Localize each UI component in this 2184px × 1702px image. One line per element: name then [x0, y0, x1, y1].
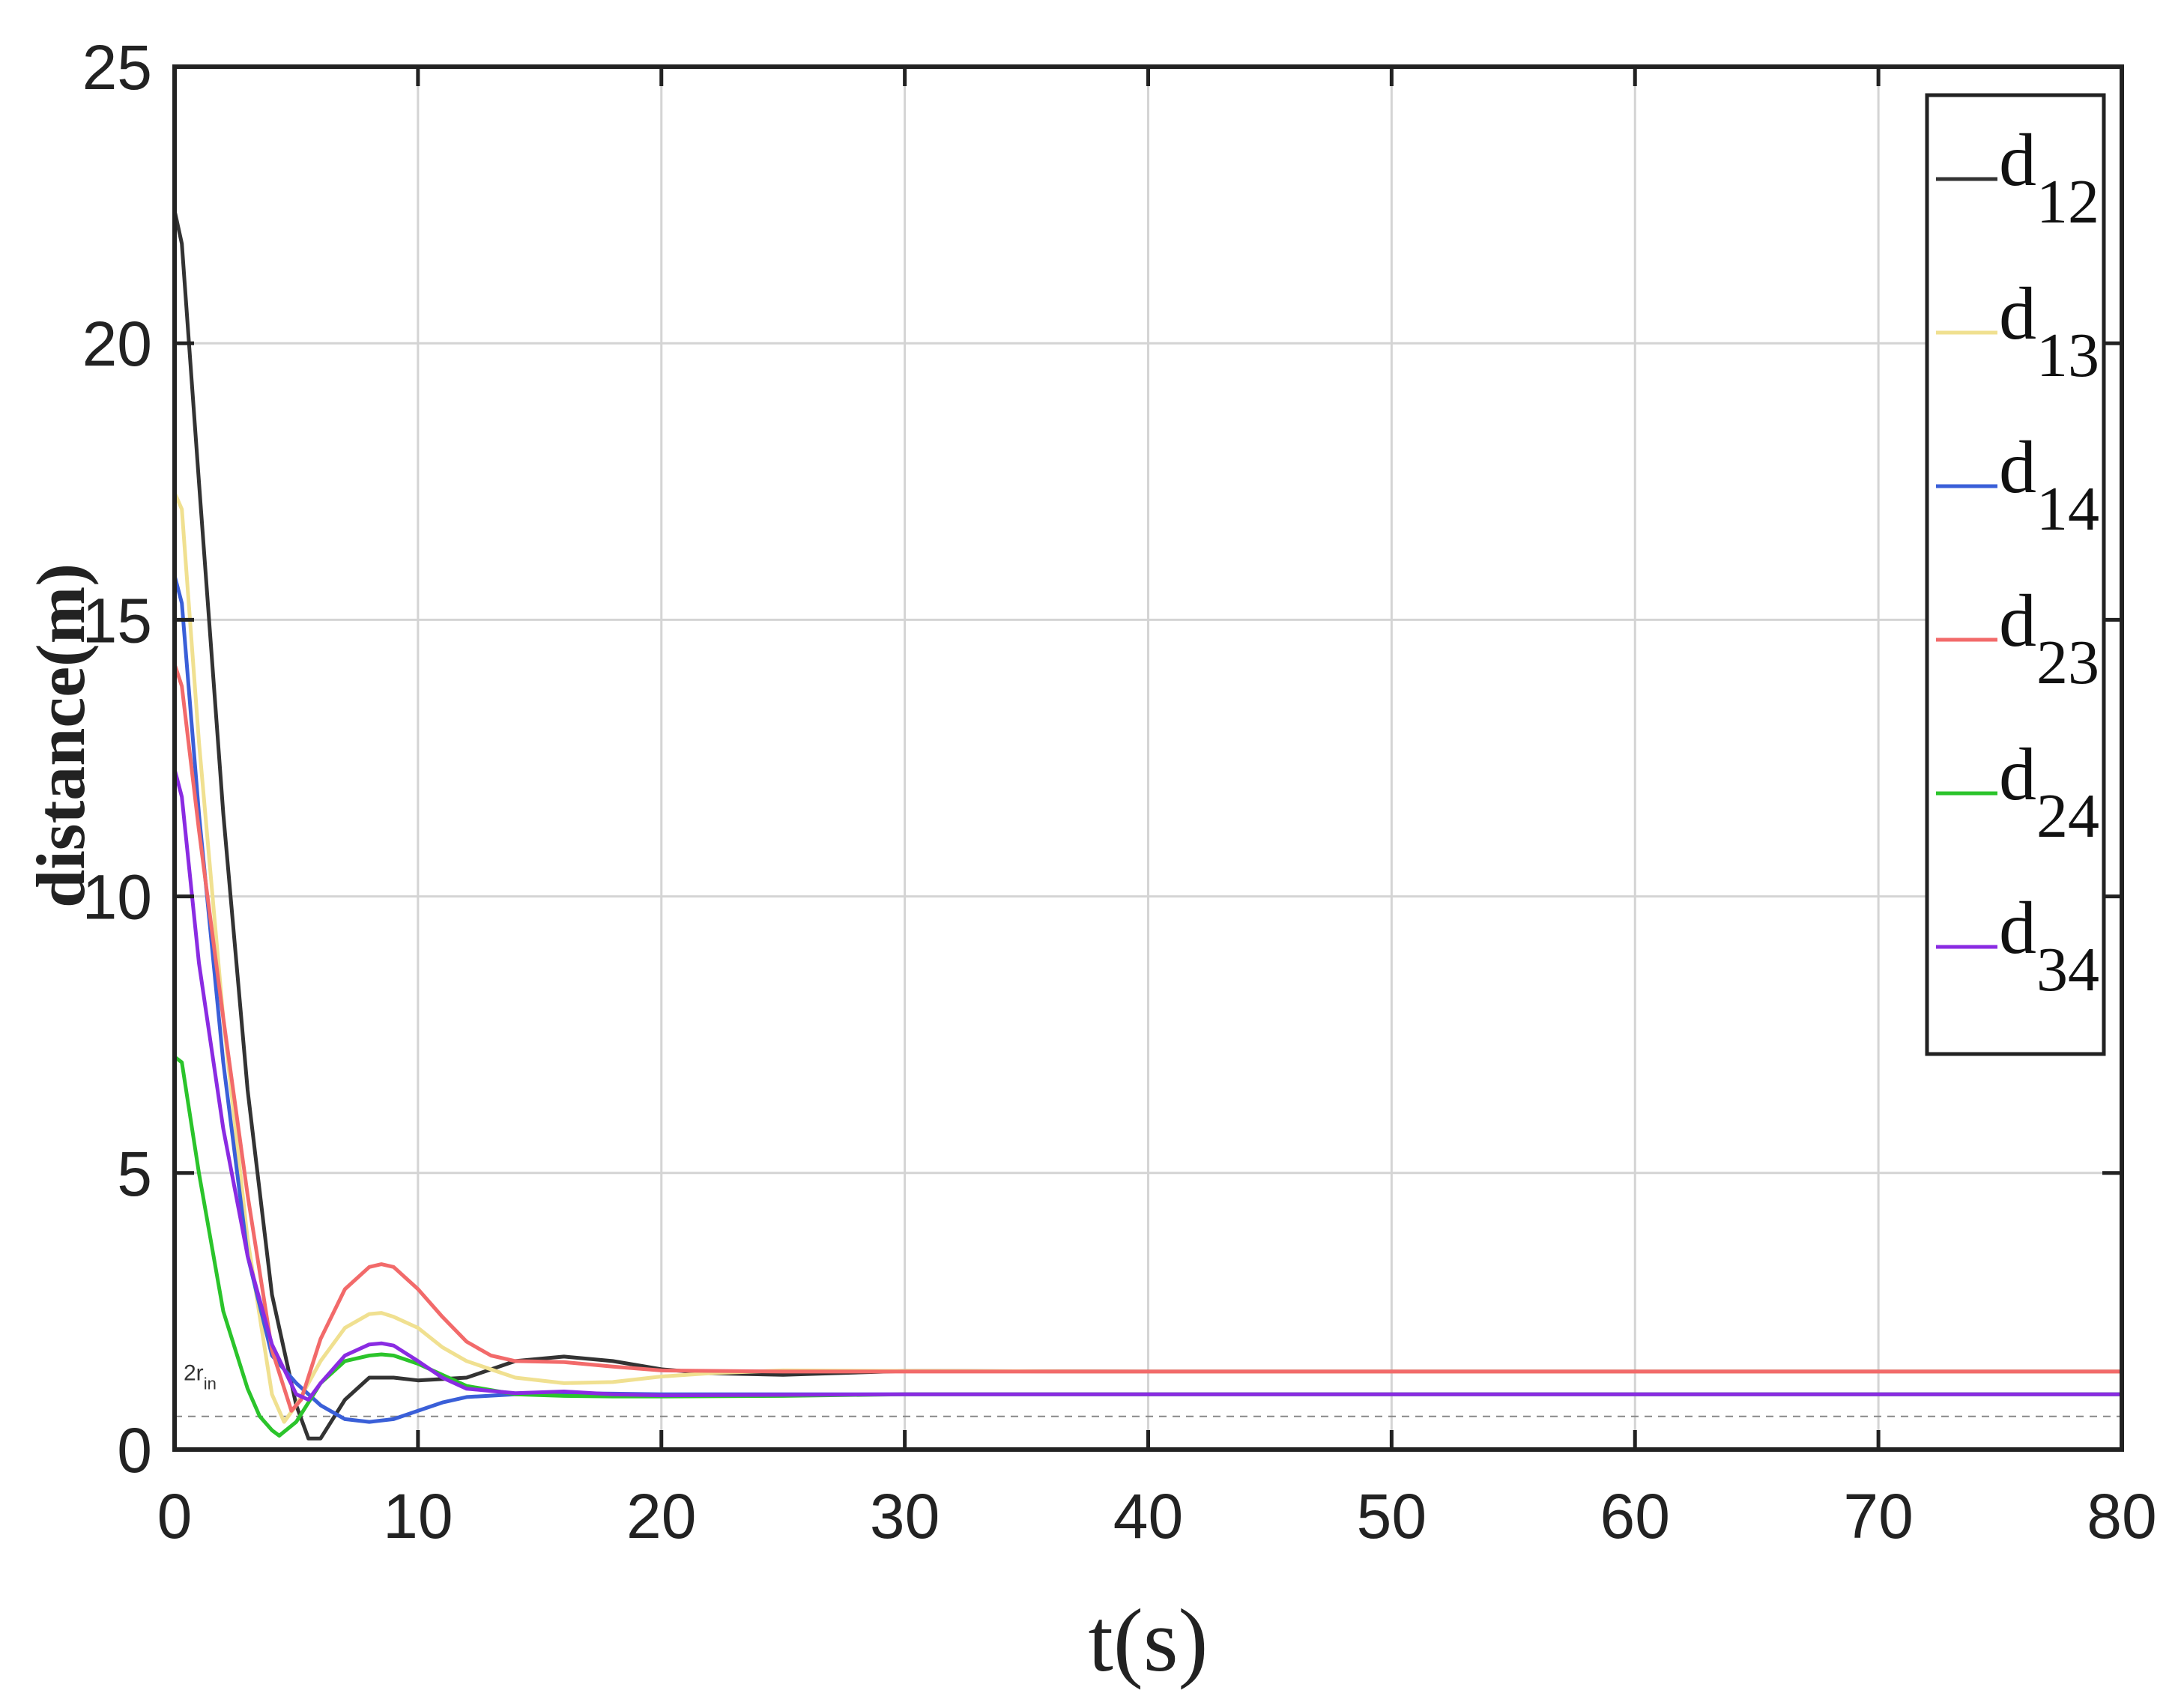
y-tick-label: 0: [117, 1415, 152, 1486]
reference-line-label: 2rin: [184, 1361, 217, 1393]
x-tick-label: 40: [1113, 1481, 1183, 1551]
legend-label-d23: d23: [1999, 579, 2099, 697]
y-tick-label: 5: [117, 1139, 152, 1209]
reference-label-sub: in: [204, 1375, 217, 1393]
legend-label-main: d: [1999, 579, 2036, 662]
legend-label-main: d: [1999, 886, 2036, 969]
reference-label-main: 2r: [184, 1361, 204, 1386]
legend-label-d13: d13: [1999, 272, 2099, 390]
legend-label-sub: 34: [2036, 935, 2099, 1005]
x-tick-label: 60: [1600, 1481, 1670, 1551]
x-tick-label: 20: [626, 1481, 696, 1551]
legend-label-sub: 14: [2036, 474, 2099, 544]
y-axis-title: distance(m): [22, 563, 99, 908]
legend-label-main: d: [1999, 733, 2036, 816]
x-tick-label: 80: [2087, 1481, 2156, 1551]
legend-label-main: d: [1999, 272, 2036, 355]
legend-label-d14: d14: [1999, 426, 2099, 544]
legend-label-d24: d24: [1999, 733, 2099, 851]
legend-box: [1925, 93, 2106, 1056]
x-axis-title: t(s): [1089, 1590, 1209, 1690]
legend-label-d34: d34: [1999, 886, 2099, 1005]
legend-label-sub: 24: [2036, 781, 2099, 851]
legend-label-sub: 12: [2036, 167, 2099, 237]
y-tick-label: 20: [82, 309, 152, 379]
x-tick-label: 10: [383, 1481, 453, 1551]
series-layer: [172, 208, 2124, 1441]
x-tick-label: 70: [1843, 1481, 1913, 1551]
legend-label-sub: 13: [2036, 321, 2099, 390]
legend-label-sub: 23: [2036, 628, 2099, 697]
legend-label-d12: d12: [1999, 118, 2099, 237]
x-tick-label: 30: [870, 1481, 940, 1551]
grid: [175, 67, 2122, 1450]
series-line-d23: [172, 662, 2124, 1413]
legend-label-main: d: [1999, 118, 2036, 202]
x-tick-label: 50: [1357, 1481, 1427, 1551]
y-axis-tick-labels: 0 5 10 15 20 25: [82, 32, 152, 1486]
y-tick-label: 10: [82, 862, 152, 933]
x-axis-tick-labels: 0 10 20 30 40 50 60 70 80: [157, 1481, 2157, 1551]
y-tick-label: 15: [82, 585, 152, 655]
y-tick-label: 25: [82, 32, 152, 103]
axis-ticks: [175, 67, 2122, 1450]
series-line-d34: [172, 767, 2124, 1402]
legend-label-main: d: [1999, 426, 2036, 509]
x-tick-label: 0: [157, 1481, 193, 1551]
